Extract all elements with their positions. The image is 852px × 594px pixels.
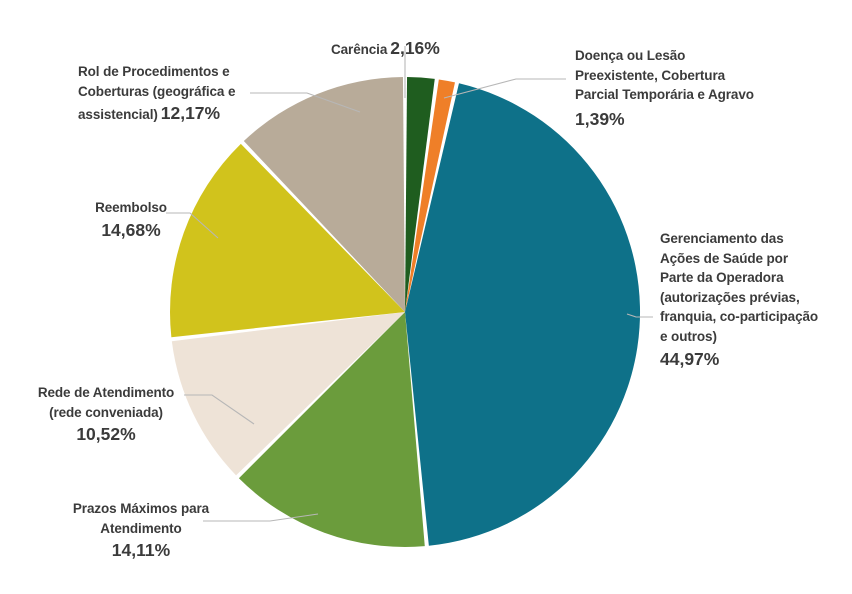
slice-value-doenca: 1,39% [575, 108, 625, 129]
pie-slice-gerenciamento[interactable] [405, 83, 641, 546]
leader-lines-group [166, 46, 653, 522]
leader-line-rede [184, 394, 255, 425]
slice-label-gerenciamento: Gerenciamento das Ações de Saúde por Par… [660, 229, 848, 373]
slice-label-rol: Rol de Procedimentos e Coberturas (geogr… [78, 62, 278, 127]
pie-slice-reembolso[interactable] [170, 143, 405, 338]
slice-label-reembolso: Reembolso 14,68% [66, 198, 196, 243]
pie-slices-group [170, 77, 641, 548]
leader-line-reembolso [166, 212, 219, 239]
pie-slice-doenca[interactable] [405, 79, 455, 312]
slice-value-prazos: 14,11% [111, 540, 171, 561]
slice-value-reembolso: 14,68% [101, 219, 161, 240]
slice-value-carencia: 2,16% [390, 38, 440, 58]
slice-label-text-rol: Rol de Procedimentos e Coberturas (geogr… [78, 64, 236, 123]
slice-label-text-gerenciamento: Gerenciamento das Ações de Saúde por Par… [660, 231, 819, 344]
slice-label-rede: Rede de Atendimento (rede conveniada) 10,… [8, 383, 204, 448]
pie-slice-carencia[interactable] [405, 77, 435, 312]
pie-slice-prazos[interactable] [238, 312, 425, 548]
slice-value-rol: 12,17% [160, 103, 221, 124]
slice-value-rede: 10,52% [76, 424, 136, 445]
slice-label-doenca: Doença ou Lesão Preexistente, Cobertura … [575, 46, 815, 132]
slice-label-text-reembolso: Reembolso [95, 200, 167, 215]
leader-line-rol [250, 92, 361, 113]
pie-slice-rol[interactable] [243, 77, 405, 312]
slice-label-text-rede: Rede de Atendimento (rede conveniada) [37, 385, 175, 420]
leader-line-gerenciamento [626, 313, 653, 318]
slice-value-gerenciamento: 44,97% [660, 349, 720, 370]
slice-label-text-prazos: Prazos Máximos para Atendimento [72, 501, 210, 536]
leader-line-prazos [203, 513, 319, 522]
slice-label-text-carencia: Carência [331, 42, 388, 57]
pie-slice-rede[interactable] [171, 312, 405, 476]
slice-label-text-doenca: Doença ou Lesão Preexistente, Cobertura … [575, 48, 754, 103]
slice-label-carencia: Carência 2,16% [331, 36, 521, 61]
leader-line-doenca [443, 78, 566, 99]
slice-label-prazos: Prazos Máximos para Atendimento 14,11% [46, 499, 236, 564]
